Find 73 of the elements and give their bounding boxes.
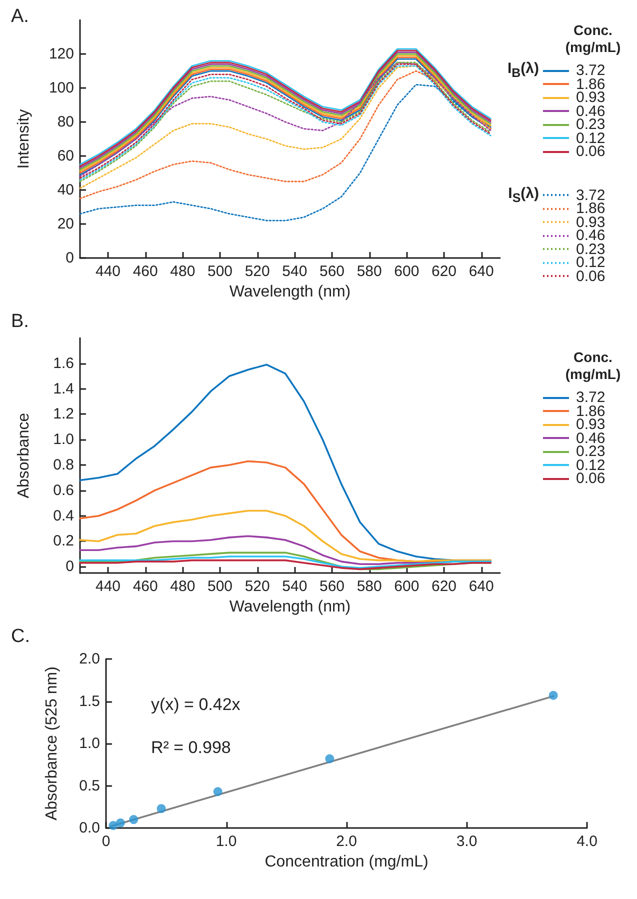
y-tick-label: 0	[66, 558, 74, 576]
point	[129, 815, 138, 824]
y-axis-title: Absorbance (525 nm)	[44, 666, 60, 820]
x-tick-label: 440	[95, 578, 121, 595]
y-tick-label: 0	[66, 250, 74, 266]
y-tick-label: 0.5	[79, 777, 100, 794]
point	[548, 690, 558, 700]
x-tick-label: 540	[282, 263, 308, 280]
x-tick-label: 4.0	[576, 833, 598, 850]
y-tick-label: 100	[48, 80, 74, 96]
x-tick-label: 540	[282, 578, 308, 595]
y-axis-title: Absorbance	[16, 412, 32, 498]
line-series	[79, 559, 492, 570]
y-tick-label: 1.0	[53, 431, 74, 448]
x-tick-label: 0	[102, 833, 110, 850]
annotation: y(x) = 0.42x	[151, 695, 240, 715]
x-tick-label: 580	[356, 263, 382, 280]
point	[116, 818, 125, 828]
chart-title: B.	[11, 311, 29, 332]
x-tick-label: 480	[170, 578, 196, 595]
x-tick-label: 440	[95, 263, 121, 280]
chart-title: A.	[11, 6, 29, 27]
y-tick-label: 1.6	[53, 354, 74, 372]
line-series	[79, 510, 492, 562]
y-tick-label: 0.2	[53, 532, 74, 550]
x-tick-label: 640	[468, 263, 494, 280]
x-tick-label: 460	[132, 263, 158, 280]
y-tick-label: 120	[48, 46, 74, 62]
x-tick-label: 480	[170, 263, 196, 280]
chart-title: C.	[11, 626, 30, 647]
x-tick-label: 560	[319, 578, 345, 595]
y-tick-label: 0.8	[53, 456, 74, 474]
y-tick-label: 20	[57, 216, 74, 232]
y-tick-label: 2.0	[79, 650, 100, 668]
x-tick-label: 460	[132, 578, 158, 595]
y-tick-label: 0.0	[79, 820, 100, 836]
x-tick-label: 520	[244, 263, 270, 280]
y-tick-label: 1.0	[79, 735, 100, 752]
y-tick-label: 1.2	[53, 406, 74, 423]
y-tick-label: 40	[57, 182, 74, 198]
x-axis-title: Wavelength (nm)	[229, 598, 351, 616]
text: I$_{B}$(λ)	[507, 60, 539, 80]
x-axis-title: Wavelength (nm)	[229, 284, 351, 300]
x-tick-label: 520	[244, 578, 270, 595]
x-axis-title: Concentration (mg/mL)	[264, 854, 428, 870]
x-tick-label: 560	[319, 263, 345, 280]
y-axis-title: Intensity	[16, 109, 32, 169]
annotation: R² = 0.998	[151, 738, 231, 758]
text: I$_{S}$(λ)	[508, 184, 539, 204]
y-tick-label: 80	[57, 114, 74, 130]
x-tick-label: 620	[431, 263, 457, 280]
x-tick-label: 500	[207, 578, 233, 595]
point	[213, 787, 222, 796]
point	[156, 804, 166, 814]
x-tick-label: 2.0	[336, 833, 357, 850]
legend-title: Conc. (mg/mL)	[564, 349, 622, 383]
point	[325, 754, 334, 764]
line-series	[79, 556, 492, 569]
y-tick-label: 0.4	[53, 507, 74, 524]
y-tick-label: 60	[57, 148, 74, 164]
y-tick-label: 0.6	[53, 482, 74, 499]
x-tick-label: 600	[394, 263, 420, 280]
x-tick-label: 640	[468, 578, 494, 595]
point	[108, 820, 118, 830]
legend-title: Conc. (mg/mL)	[564, 22, 622, 56]
x-tick-label: 3.0	[456, 833, 478, 850]
y-tick-label: 1.4	[53, 380, 74, 398]
x-tick-label: 600	[394, 578, 420, 595]
x-tick-label: 580	[356, 578, 382, 595]
y-tick-label: 1.5	[79, 692, 100, 710]
x-tick-label: 1.0	[216, 833, 237, 850]
x-tick-label: 500	[207, 263, 233, 280]
x-tick-label: 620	[431, 578, 457, 595]
